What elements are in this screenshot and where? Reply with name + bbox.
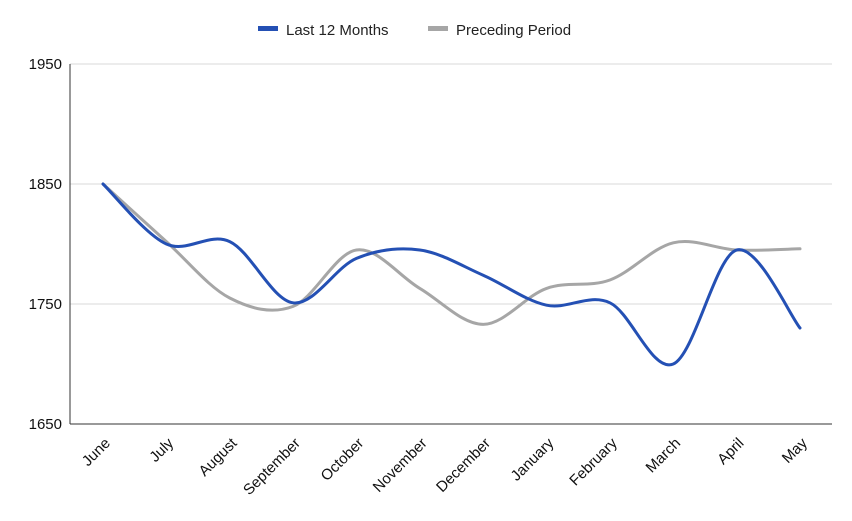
legend: Last 12 Months Preceding Period [258,22,571,39]
legend-label-last-12-months: Last 12 Months [286,22,389,39]
x-tick-label: April [714,435,747,468]
x-tick-label: October [318,435,368,485]
x-tick-label: January [508,434,558,484]
x-tick-label: December [433,435,494,496]
y-tick-label: 1750 [29,296,62,313]
series-lines [101,182,802,367]
x-tick-label: February [566,434,621,489]
x-tick-label: August [196,434,242,480]
x-axis-tick-labels: June July August September October November De… [79,434,811,498]
legend-swatch-last-12-months [258,26,278,31]
legend-label-preceding-period: Preceding Period [456,22,571,39]
x-tick-label: March [643,435,684,476]
x-tick-label: May [779,434,811,466]
series-line-preceding-period [101,182,802,326]
legend-swatch-preceding-period [428,26,448,31]
y-tick-label: 1650 [29,416,62,433]
y-axis-tick-labels: 1650 1750 1850 1950 [29,56,62,433]
y-tick-label: 1850 [29,176,62,193]
gridlines [69,63,832,424]
y-tick-label: 1950 [29,56,62,73]
x-tick-label: June [79,435,114,470]
x-tick-label: July [146,434,177,465]
x-tick-label: November [370,435,431,496]
x-tick-label: September [240,435,304,499]
series-line-last-12-months [101,182,802,367]
